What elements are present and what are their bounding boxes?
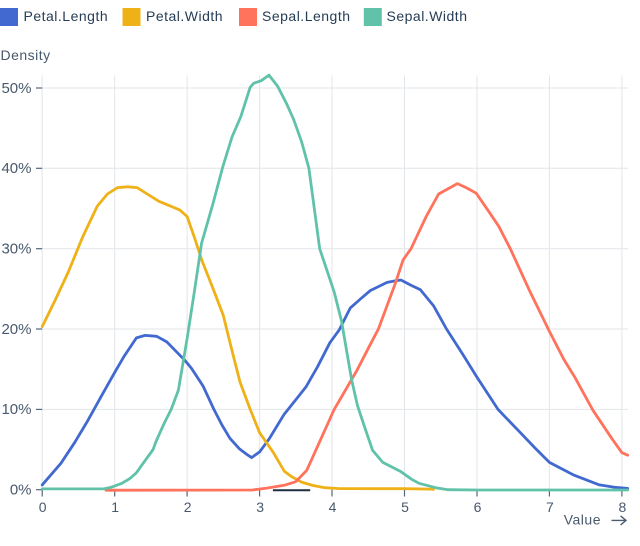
svg-text:20%: 20%	[1, 321, 31, 338]
svg-text:Sepal.Width: Sepal.Width	[387, 8, 468, 24]
svg-text:Petal.Length: Petal.Length	[24, 8, 109, 24]
svg-text:Value: Value	[564, 512, 601, 528]
svg-text:40%: 40%	[1, 160, 31, 177]
svg-text:10%: 10%	[1, 401, 31, 418]
svg-text:6: 6	[474, 499, 482, 515]
svg-text:0%: 0%	[10, 482, 32, 499]
svg-text:50%: 50%	[1, 80, 31, 97]
svg-text:0: 0	[39, 499, 47, 515]
svg-text:Petal.Width: Petal.Width	[146, 8, 223, 24]
svg-text:Density: Density	[1, 47, 51, 63]
svg-text:2: 2	[184, 499, 192, 515]
svg-text:Sepal.Length: Sepal.Length	[262, 8, 351, 24]
svg-text:7: 7	[546, 499, 554, 515]
svg-text:5: 5	[401, 499, 409, 515]
svg-text:30%: 30%	[1, 241, 31, 258]
svg-text:4: 4	[329, 499, 337, 515]
svg-text:8: 8	[619, 499, 627, 515]
svg-text:1: 1	[111, 499, 119, 515]
svg-text:3: 3	[256, 499, 264, 515]
